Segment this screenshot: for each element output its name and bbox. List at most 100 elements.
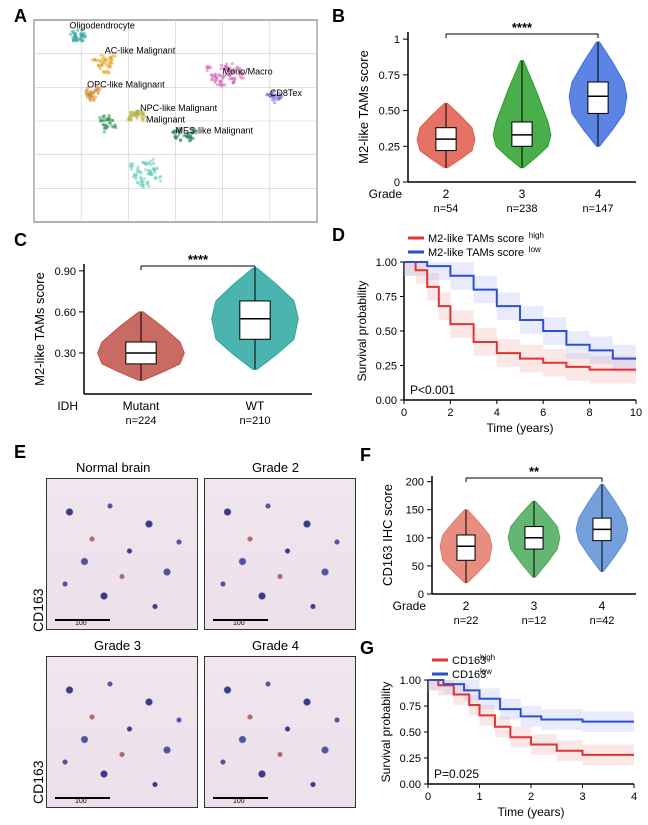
svg-text:Time (years): Time (years) xyxy=(487,421,554,435)
svg-text:M2-like TAMs score: M2-like TAMs score xyxy=(428,233,524,245)
svg-text:0.30: 0.30 xyxy=(55,348,76,360)
svg-text:****: **** xyxy=(512,20,533,35)
svg-text:1: 1 xyxy=(394,34,400,46)
svg-text:n=54: n=54 xyxy=(434,203,459,215)
svg-text:10: 10 xyxy=(630,407,642,419)
svg-text:2: 2 xyxy=(463,599,470,613)
svg-text:0.90: 0.90 xyxy=(55,266,76,278)
svg-text:WT: WT xyxy=(246,399,265,413)
svg-text:50: 50 xyxy=(412,561,424,573)
svg-text:Mono/Macro: Mono/Macro xyxy=(223,67,273,77)
svg-text:n=238: n=238 xyxy=(507,203,538,215)
svg-text:2: 2 xyxy=(447,407,453,419)
ihc-img-normal: 100 xyxy=(46,478,198,630)
svg-text:100: 100 xyxy=(406,533,424,545)
svg-text:0.00: 0.00 xyxy=(376,395,397,407)
svg-text:MES-like Malignant: MES-like Malignant xyxy=(176,126,254,136)
panel-label-a: A xyxy=(14,6,27,27)
svg-text:1.00: 1.00 xyxy=(400,675,421,687)
svg-text:150: 150 xyxy=(406,505,424,517)
svg-text:CD8Tex: CD8Tex xyxy=(270,88,303,98)
svg-text:8: 8 xyxy=(587,407,593,419)
svg-text:P<0.001: P<0.001 xyxy=(410,383,455,397)
svg-text:4: 4 xyxy=(631,791,637,803)
ihc-title-nb: Normal brain xyxy=(76,460,150,475)
svg-text:low: low xyxy=(529,245,541,254)
svg-text:0.75: 0.75 xyxy=(376,292,397,304)
svg-text:Oligodendrocyte: Oligodendrocyte xyxy=(69,20,135,30)
svg-text:0.50: 0.50 xyxy=(379,106,400,118)
svg-text:Time (years): Time (years) xyxy=(498,805,565,819)
panel-c-violin: 0.30 0.60 0.90 M2-like TAMs score Mutant n=22… xyxy=(28,246,318,438)
ihc-img-g2: 100 xyxy=(204,478,356,630)
svg-text:3: 3 xyxy=(579,791,585,803)
panel-label-d: D xyxy=(332,225,345,246)
ihc-marker-top: CD163 xyxy=(30,588,46,632)
panel-label-f: F xyxy=(360,445,371,466)
panel-f-violin: 050100150200CD163 IHC score2n=223n=124n=… xyxy=(376,458,642,638)
svg-text:4: 4 xyxy=(599,599,606,613)
svg-text:n=22: n=22 xyxy=(454,615,479,627)
svg-text:Malignant: Malignant xyxy=(146,115,186,125)
panel-label-c: C xyxy=(14,230,27,251)
ihc-title-g4: Grade 4 xyxy=(252,638,299,653)
panel-e-ihc: CD163 CD163 Normal brain Grade 2 Grade 3… xyxy=(24,460,358,812)
ihc-img-g3: 100 xyxy=(46,656,198,808)
svg-text:0.50: 0.50 xyxy=(400,727,421,739)
svg-text:P=0.025: P=0.025 xyxy=(434,767,479,781)
svg-text:6: 6 xyxy=(540,407,546,419)
ihc-img-g4: 100 xyxy=(204,656,356,808)
svg-text:Survival probability: Survival probability xyxy=(355,281,369,382)
svg-text:1.00: 1.00 xyxy=(376,257,397,269)
svg-text:Grade: Grade xyxy=(393,599,427,613)
svg-text:CD163 IHC score: CD163 IHC score xyxy=(380,484,395,586)
svg-text:3: 3 xyxy=(519,187,526,201)
svg-text:1: 1 xyxy=(476,791,482,803)
svg-text:0.25: 0.25 xyxy=(400,753,421,765)
svg-text:IDH: IDH xyxy=(57,399,78,413)
svg-text:low: low xyxy=(480,667,492,676)
svg-text:n=12: n=12 xyxy=(522,615,547,627)
panel-label-g: G xyxy=(360,638,374,659)
svg-text:n=210: n=210 xyxy=(240,415,271,427)
svg-text:0.25: 0.25 xyxy=(376,361,397,373)
svg-text:0.75: 0.75 xyxy=(379,70,400,82)
svg-text:n=42: n=42 xyxy=(590,615,615,627)
svg-text:200: 200 xyxy=(406,477,424,489)
svg-text:0: 0 xyxy=(401,407,407,419)
svg-text:0.75: 0.75 xyxy=(400,701,421,713)
panel-b-violin: 00.250.500.751M2-like TAMs score2n=543n=… xyxy=(352,14,642,226)
svg-text:n=224: n=224 xyxy=(126,415,157,427)
panel-a-umap: Oligodendrocyte AC-like Malignant OPC-like… xyxy=(28,14,323,228)
ihc-title-g2: Grade 2 xyxy=(252,460,299,475)
panel-label-b: B xyxy=(332,6,345,27)
svg-text:M2-like TAMs score: M2-like TAMs score xyxy=(428,247,524,259)
ihc-marker-bottom: CD163 xyxy=(30,760,46,804)
svg-text:0: 0 xyxy=(425,791,431,803)
svg-text:Grade: Grade xyxy=(369,187,403,201)
ihc-title-g3: Grade 3 xyxy=(94,638,141,653)
svg-text:AC-like Malignant: AC-like Malignant xyxy=(105,46,176,56)
svg-text:Survival probability: Survival probability xyxy=(379,682,393,783)
svg-text:****: **** xyxy=(188,252,209,267)
svg-text:high: high xyxy=(480,653,495,662)
svg-text:2: 2 xyxy=(528,791,534,803)
svg-text:OPC-like Malignant: OPC-like Malignant xyxy=(87,79,165,89)
svg-text:n=147: n=147 xyxy=(583,203,614,215)
svg-text:**: ** xyxy=(529,464,540,479)
panel-d-km: 0.00 0.25 0.50 0.75 1.00 0 2 4 6 8 10 Time (years) S… xyxy=(352,228,644,436)
svg-text:0.25: 0.25 xyxy=(379,141,400,153)
svg-text:2: 2 xyxy=(443,187,450,201)
svg-text:0.60: 0.60 xyxy=(55,307,76,319)
svg-text:4: 4 xyxy=(494,407,500,419)
svg-text:high: high xyxy=(529,231,544,240)
panel-g-km: 0.00 0.25 0.50 0.75 1.00 0 1 2 3 4 Time (years) Sur… xyxy=(376,650,642,820)
svg-text:0.50: 0.50 xyxy=(376,326,397,338)
svg-text:Mutant: Mutant xyxy=(123,399,160,413)
svg-text:0.00: 0.00 xyxy=(400,779,421,791)
svg-text:M2-like TAMs score: M2-like TAMs score xyxy=(32,272,47,386)
svg-text:3: 3 xyxy=(531,599,538,613)
svg-text:NPC-like Malignant: NPC-like Malignant xyxy=(140,103,218,113)
svg-text:M2-like TAMs score: M2-like TAMs score xyxy=(356,50,371,164)
svg-text:4: 4 xyxy=(595,187,602,201)
